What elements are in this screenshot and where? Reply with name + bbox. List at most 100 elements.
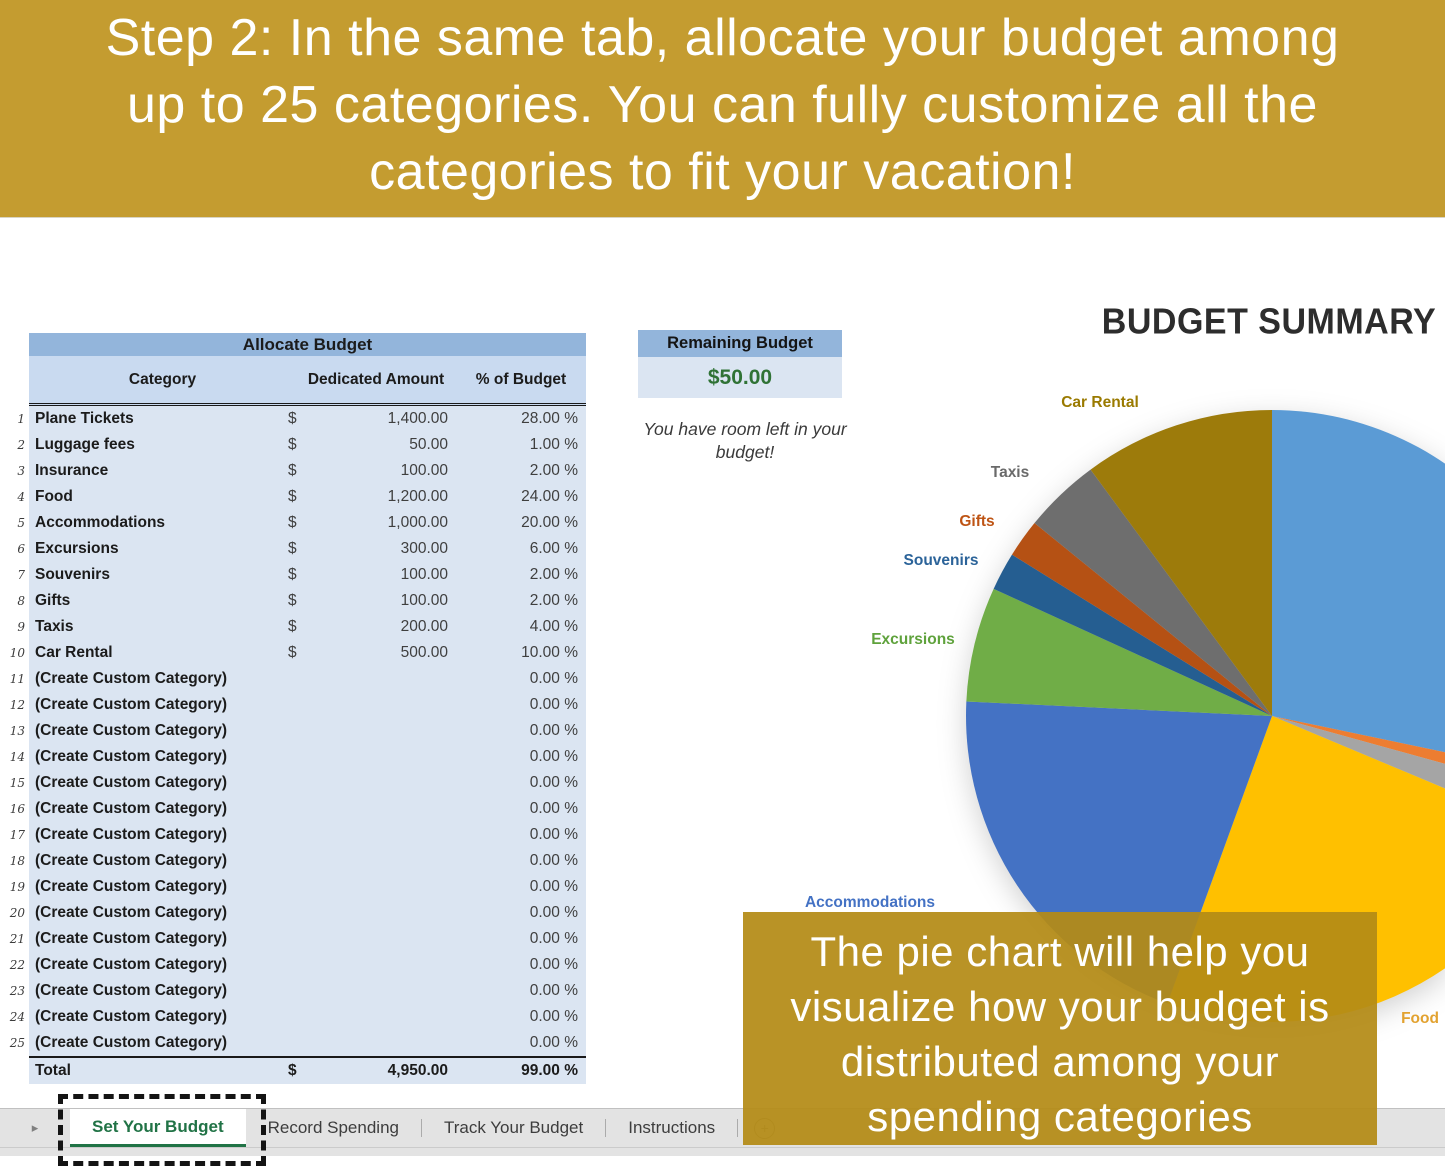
category-cell[interactable]: (Create Custom Category) <box>35 1034 228 1051</box>
percent-cell[interactable]: 0.00 % <box>529 826 578 843</box>
table-row: 17 (Create Custom Category) 0.00 % <box>6 822 586 848</box>
pie-slice-souvenirs[interactable] <box>993 554 1272 716</box>
column-header-category: Category <box>128 370 197 388</box>
row-number: 23 <box>6 978 29 1004</box>
category-cell[interactable]: Gifts <box>35 592 71 609</box>
amount-cell[interactable]: 100.00 <box>400 592 448 609</box>
category-cell[interactable]: (Create Custom Category) <box>35 800 228 817</box>
pie-slice-taxis[interactable] <box>1034 469 1273 716</box>
amount-cell[interactable]: 200.00 <box>400 618 448 635</box>
percent-cell[interactable]: 2.00 % <box>529 592 578 609</box>
row-number <box>6 1056 29 1084</box>
currency-cell[interactable]: $ <box>288 462 297 479</box>
tab-record-spending[interactable]: Record Spending <box>267 1118 399 1137</box>
currency-cell[interactable]: $ <box>288 566 297 583</box>
category-cell[interactable]: (Create Custom Category) <box>35 1008 228 1025</box>
currency-cell[interactable]: $ <box>288 540 297 557</box>
currency-cell[interactable]: $ <box>288 410 297 427</box>
table-row: 13 (Create Custom Category) 0.00 % <box>6 718 586 744</box>
currency-cell[interactable]: $ <box>288 1062 297 1079</box>
amount-cell[interactable]: 300.00 <box>400 540 448 557</box>
pie-slice-accommodations[interactable] <box>966 701 1272 1004</box>
row-number: 21 <box>6 926 29 952</box>
category-cell[interactable]: (Create Custom Category) <box>35 722 228 739</box>
category-cell[interactable]: (Create Custom Category) <box>35 670 228 687</box>
pie-slice-car-rental[interactable] <box>1090 410 1272 716</box>
row-number: 10 <box>6 640 29 666</box>
row-number: 18 <box>6 848 29 874</box>
category-cell[interactable]: Excursions <box>35 540 119 557</box>
currency-cell[interactable]: $ <box>288 644 297 661</box>
percent-cell[interactable]: 4.00 % <box>529 618 578 635</box>
row-number: 8 <box>6 588 29 614</box>
category-cell[interactable]: (Create Custom Category) <box>35 826 228 843</box>
percent-cell[interactable]: 0.00 % <box>529 930 578 947</box>
category-cell[interactable]: (Create Custom Category) <box>35 930 228 947</box>
category-cell[interactable]: Taxis <box>35 618 74 635</box>
percent-cell[interactable]: 0.00 % <box>529 1008 578 1025</box>
percent-cell[interactable]: 0.00 % <box>529 852 578 869</box>
remaining-budget-title: Remaining Budget <box>638 330 842 357</box>
percent-cell[interactable]: 0.00 % <box>529 904 578 921</box>
category-cell[interactable]: Insurance <box>35 462 109 479</box>
percent-cell[interactable]: 20.00 % <box>521 514 578 531</box>
currency-cell[interactable]: $ <box>288 592 297 609</box>
percent-cell[interactable]: 6.00 % <box>529 540 578 557</box>
percent-cell[interactable]: 2.00 % <box>529 462 578 479</box>
currency-cell[interactable]: $ <box>288 488 297 505</box>
percent-cell[interactable]: 0.00 % <box>529 748 578 765</box>
category-cell[interactable]: Car Rental <box>35 644 113 661</box>
category-cell[interactable]: (Create Custom Category) <box>35 982 228 999</box>
percent-cell[interactable]: 99.00 % <box>521 1062 578 1079</box>
amount-cell[interactable]: 100.00 <box>400 566 448 583</box>
amount-cell[interactable]: 1,400.00 <box>387 410 448 427</box>
category-cell[interactable]: Plane Tickets <box>35 410 134 427</box>
tab-instructions[interactable]: Instructions <box>628 1118 716 1137</box>
category-cell[interactable]: (Create Custom Category) <box>35 774 228 791</box>
category-cell[interactable]: Food <box>35 488 73 505</box>
category-cell[interactable]: Souvenirs <box>35 566 110 583</box>
percent-cell[interactable]: 24.00 % <box>521 488 578 505</box>
category-cell[interactable]: Luggage fees <box>35 436 135 453</box>
percent-cell[interactable]: 0.00 % <box>529 722 578 739</box>
percent-cell[interactable]: 0.00 % <box>529 696 578 713</box>
currency-cell[interactable]: $ <box>288 618 297 635</box>
category-cell[interactable]: (Create Custom Category) <box>35 956 228 973</box>
percent-cell[interactable]: 0.00 % <box>529 878 578 895</box>
pie-slice-excursions[interactable] <box>966 588 1272 716</box>
percent-cell[interactable]: 10.00 % <box>521 644 578 661</box>
amount-cell[interactable]: 500.00 <box>400 644 448 661</box>
percent-cell[interactable]: 0.00 % <box>529 1034 578 1051</box>
percent-cell[interactable]: 0.00 % <box>529 982 578 999</box>
amount-cell[interactable]: 1,200.00 <box>387 488 448 505</box>
percent-cell[interactable]: 0.00 % <box>529 800 578 817</box>
category-cell[interactable]: Accommodations <box>35 514 166 531</box>
category-cell[interactable]: (Create Custom Category) <box>35 748 228 765</box>
tab-set-your-budget[interactable]: Set Your Budget <box>70 1109 246 1147</box>
category-cell[interactable]: (Create Custom Category) <box>35 852 228 869</box>
remaining-budget-value[interactable]: $50.00 <box>638 357 842 398</box>
tab-track-your-budget[interactable]: Track Your Budget <box>443 1118 584 1137</box>
percent-cell[interactable]: 28.00 % <box>521 410 578 427</box>
table-header-row: Category Dedicated Amount % of Budget <box>29 356 586 406</box>
category-cell[interactable]: (Create Custom Category) <box>35 878 228 895</box>
category-cell[interactable]: (Create Custom Category) <box>35 696 228 713</box>
category-cell[interactable]: (Create Custom Category) <box>35 904 228 921</box>
amount-cell[interactable]: 4,950.00 <box>387 1062 448 1079</box>
percent-cell[interactable]: 1.00 % <box>529 436 578 453</box>
pie-slice-gifts[interactable] <box>1011 523 1272 716</box>
pie-slice-plane-tickets[interactable] <box>1272 410 1445 779</box>
amount-cell[interactable]: 1,000.00 <box>387 514 448 531</box>
category-cell[interactable]: Total <box>35 1062 71 1079</box>
percent-cell[interactable]: 0.00 % <box>529 956 578 973</box>
percent-cell[interactable]: 2.00 % <box>529 566 578 583</box>
currency-cell[interactable]: $ <box>288 436 297 453</box>
amount-cell[interactable]: 100.00 <box>400 462 448 479</box>
pie-slice-insurance[interactable] <box>1272 716 1445 834</box>
tab-nav-arrow-icon[interactable]: ▸ <box>31 1120 39 1135</box>
currency-cell[interactable]: $ <box>288 514 297 531</box>
amount-cell[interactable]: 50.00 <box>409 436 448 453</box>
remaining-budget-note: You have room left in your budget! <box>643 419 847 462</box>
percent-cell[interactable]: 0.00 % <box>529 774 578 791</box>
percent-cell[interactable]: 0.00 % <box>529 670 578 687</box>
